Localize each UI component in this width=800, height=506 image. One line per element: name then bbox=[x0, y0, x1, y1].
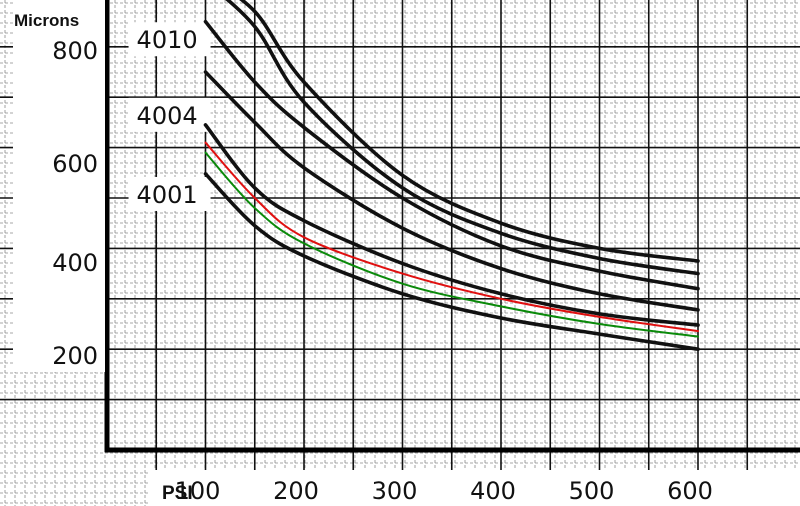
x-tick-label: 600 bbox=[667, 477, 713, 505]
curve-label-background bbox=[128, 22, 211, 57]
curve-label: 4004 bbox=[137, 102, 198, 130]
y-tick-label: 200 bbox=[52, 342, 98, 370]
curve-label-background bbox=[128, 97, 211, 132]
y-tick-label: 600 bbox=[52, 150, 98, 178]
series-line-7 bbox=[204, 151, 699, 338]
curve-label: 4001 bbox=[137, 181, 198, 209]
series-line-2 bbox=[225, 0, 700, 276]
x-tick-label: 200 bbox=[273, 477, 319, 505]
series-line-8 bbox=[203, 172, 700, 351]
x-tick-label: 300 bbox=[372, 477, 418, 505]
series-line-1 bbox=[239, 0, 700, 263]
series-line-4 bbox=[203, 70, 700, 312]
x-tick-label: 100 bbox=[175, 477, 221, 505]
y-tick-label-background bbox=[13, 0, 105, 372]
x-tick-label: 500 bbox=[569, 477, 615, 505]
curve-label: 4010 bbox=[137, 26, 198, 54]
y-tick-label: 800 bbox=[52, 37, 98, 65]
chart-series bbox=[203, 0, 700, 351]
series-line-5 bbox=[203, 123, 700, 327]
chart-axes bbox=[104, 0, 800, 453]
series-line-3 bbox=[203, 19, 700, 291]
series-line-6 bbox=[204, 141, 699, 333]
y-tick-label: 400 bbox=[52, 249, 98, 277]
x-axis-title: PSI bbox=[162, 483, 193, 504]
x-tick-label: 400 bbox=[470, 477, 516, 505]
chart-text: 200 400 600 800 100 200 300 400 500 600 Microns PSI… bbox=[14, 11, 713, 505]
y-axis-title: Microns bbox=[14, 11, 79, 30]
x-tick-label-background bbox=[150, 470, 800, 506]
curve-label-background bbox=[128, 176, 211, 211]
label-backgrounds bbox=[13, 0, 800, 506]
